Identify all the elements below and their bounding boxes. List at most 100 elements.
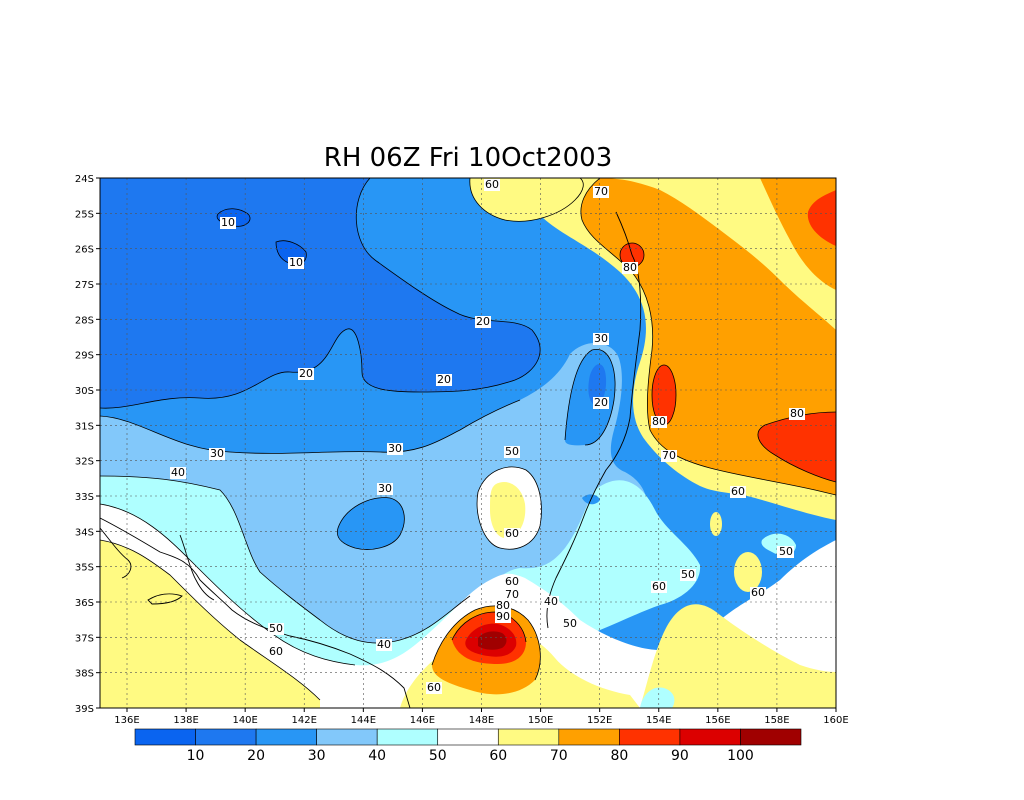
contour-line-30-cell	[564, 349, 616, 446]
contour-label: 60	[485, 178, 499, 191]
colorbar-label: 70	[550, 748, 568, 764]
lat-tick-label: 37S	[75, 633, 94, 644]
contour-label: 60	[652, 580, 666, 593]
lat-tick-label: 26S	[75, 245, 94, 256]
lon-tick-label: 146E	[410, 715, 435, 726]
contour-label: 60	[269, 645, 283, 658]
lon-tick-label: 142E	[292, 715, 317, 726]
contour-label-bg	[377, 483, 393, 495]
contour-label-bg	[593, 397, 609, 409]
contour-label: 50	[681, 568, 695, 581]
contour-label-bg	[268, 646, 284, 658]
colorbar-label: 40	[368, 748, 386, 764]
rh-band-60-70-south	[100, 540, 320, 708]
contour-label: 70	[662, 449, 676, 462]
lon-tick-label: 152E	[587, 715, 612, 726]
rh-band-80-90-cell-a	[652, 365, 676, 425]
colorbar-swatch	[558, 728, 620, 746]
lat-tick-label: 34S	[75, 527, 94, 538]
contour-line-60	[100, 539, 321, 701]
contour-label: 30	[388, 442, 402, 455]
lat-tick-label: 39S	[75, 704, 94, 715]
rh-band-60-70-spot	[734, 552, 762, 592]
contour-line-30	[100, 399, 521, 454]
lon-tick-label: 154E	[646, 715, 671, 726]
plot-frame	[99, 177, 837, 709]
lon-tick-label: 160E	[823, 715, 848, 726]
latitude-tick-labels: 24S 25S 26S 27S 28S 29S 30S 31S 32S 33S 34S 35S 36S 3…	[75, 174, 94, 715]
contour-label: 80	[623, 261, 637, 274]
contour-label: 90	[496, 610, 510, 623]
contour-label-bg	[622, 262, 638, 274]
contour-label: 70	[505, 588, 519, 601]
colorbar	[134, 728, 802, 746]
lat-tick-label: 31S	[75, 421, 94, 432]
contour-label-bg	[680, 569, 696, 581]
contour-line-inner-ring	[476, 466, 542, 550]
colorbar-label: 50	[429, 748, 447, 764]
contour-label-bg	[661, 450, 677, 462]
lat-tick-label: 28S	[75, 315, 94, 326]
lat-tick-label: 25S	[75, 209, 94, 220]
contour-label: 40	[544, 595, 558, 608]
contour-label-bg	[426, 682, 442, 694]
colorbar-swatch	[497, 728, 560, 746]
colorbar-label: 80	[610, 748, 628, 764]
contour-label-bg	[484, 179, 500, 191]
lat-tick-label: 32S	[75, 457, 94, 468]
contour-label-bg	[376, 639, 392, 651]
grid-lines	[100, 178, 836, 708]
contour-label-bg	[298, 368, 314, 380]
contour-label: 40	[171, 466, 185, 479]
contour-label-bg	[475, 316, 491, 328]
contour-label: 10	[289, 256, 303, 269]
contour-label: 50	[505, 445, 519, 458]
lon-tick-label: 140E	[232, 715, 257, 726]
lat-tick-label: 35S	[75, 563, 94, 574]
lon-tick-label: 148E	[469, 715, 494, 726]
contour-label: 20	[594, 396, 608, 409]
contour-label: 30	[378, 482, 392, 495]
contour-label: 40	[377, 638, 391, 651]
contour-label: 30	[594, 332, 608, 345]
contour-label: 60	[505, 527, 519, 540]
rh-band-60-70-east	[640, 604, 836, 708]
contour-line-north-60	[469, 178, 584, 222]
rh-band-10-20-cell	[588, 364, 607, 406]
rh-band-60-70-dot	[710, 512, 722, 536]
contour-line-40	[100, 475, 471, 644]
contour-label: 60	[427, 681, 441, 694]
contour-label-bg	[495, 611, 511, 623]
colorbar-swatch	[740, 728, 802, 746]
coastline-gulf-right	[179, 534, 215, 601]
colorbar-label: 10	[187, 748, 205, 764]
lon-tick-label: 144E	[351, 715, 376, 726]
lat-tick-label: 29S	[75, 351, 94, 362]
lat-tick-label: 27S	[75, 280, 94, 291]
longitude-tick-labels: 136E 138E 140E 142E 144E 146E 148E 150E 152E 154E…	[114, 715, 848, 726]
lon-tick-label: 136E	[114, 715, 139, 726]
coastline-south-australia	[100, 517, 411, 708]
lat-tick-label: 30S	[75, 386, 94, 397]
contour-label: 20	[476, 315, 490, 328]
contour-label-bg	[730, 486, 746, 498]
contour-label-bg	[170, 467, 186, 479]
contour-label-bg	[562, 618, 578, 630]
colorbar-swatch	[134, 728, 196, 746]
rh-band-20-30-cell-b	[337, 497, 405, 550]
colorbar-swatch	[376, 728, 439, 746]
contour-label-bg	[436, 374, 452, 386]
colorbar-label: 90	[671, 748, 689, 764]
colorbar-swatch	[316, 728, 378, 746]
contour-label-bg	[220, 217, 236, 229]
lon-tick-label: 156E	[705, 715, 730, 726]
contour-label: 80	[652, 415, 666, 428]
contour-label-bg	[387, 443, 403, 455]
contour-line-70-80	[580, 178, 836, 496]
contour-label-bg	[495, 600, 511, 612]
contour-label-bg	[651, 416, 667, 428]
contour-label-bg	[504, 446, 520, 458]
plot-area	[100, 178, 836, 708]
contour-label: 30	[210, 447, 224, 460]
